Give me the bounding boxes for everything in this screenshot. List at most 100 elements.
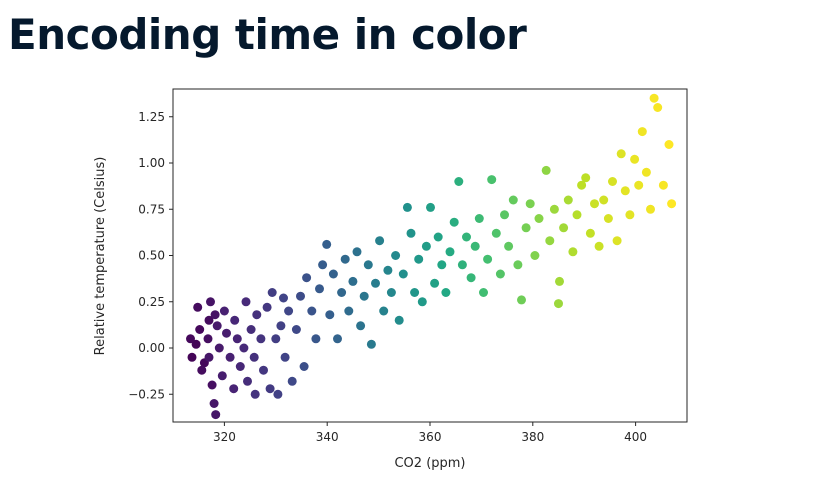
y-tick-label: 1.00 — [138, 156, 165, 170]
scatter-point — [658, 180, 668, 190]
scatter-point — [603, 214, 613, 223]
scatter-point — [307, 306, 317, 316]
scatter-point — [646, 204, 655, 214]
scatter-point — [500, 210, 509, 220]
x-axis: 320 340 360 380 400 — [213, 422, 647, 444]
scatter-point — [356, 321, 366, 331]
scatter-point — [445, 247, 455, 257]
scatter-point — [410, 288, 420, 297]
scatter-point — [217, 371, 227, 381]
plot-area — [172, 88, 688, 423]
scatter-point — [195, 325, 205, 334]
scatter-point — [271, 334, 281, 344]
scatter-point — [525, 199, 535, 209]
scatter-point — [474, 214, 484, 223]
scatter-point — [203, 334, 213, 344]
scatter-point — [449, 217, 459, 227]
scatter-point — [572, 210, 582, 220]
y-tick-label: 1.25 — [138, 110, 165, 124]
scatter-point — [279, 293, 288, 303]
scatter-point — [379, 306, 389, 316]
scatter-point — [363, 260, 373, 270]
x-tick-label: 400 — [624, 430, 647, 444]
scatter-point — [222, 328, 231, 338]
scatter-point — [637, 127, 647, 137]
scatter-point — [398, 269, 408, 279]
slide-title: Encoding time in color — [8, 10, 527, 59]
scatter-point — [470, 241, 480, 251]
scatter-point — [371, 278, 380, 288]
scatter-point — [322, 239, 332, 249]
scatter-point — [187, 352, 197, 362]
scatter-point — [454, 177, 464, 186]
scatter-point — [359, 291, 369, 301]
scatter-point — [318, 260, 328, 270]
scatter-point — [441, 288, 451, 297]
scatter-point — [504, 241, 514, 251]
scatter-point — [252, 310, 262, 320]
scatter-point — [219, 306, 229, 316]
scatter-point — [276, 321, 286, 331]
scatter-point — [457, 260, 467, 270]
scatter-point — [653, 103, 663, 112]
scatter-point — [302, 273, 312, 283]
plot-frame — [172, 88, 688, 423]
scatter-point — [530, 251, 540, 260]
scatter-point — [664, 140, 674, 149]
scatter-point — [426, 202, 435, 212]
scatter-point — [641, 167, 651, 177]
scatter-point — [232, 334, 242, 344]
y-tick-label: −0.25 — [128, 387, 165, 401]
scatter-point — [206, 297, 215, 307]
scatter-point — [250, 389, 260, 399]
scatter-points — [186, 93, 677, 420]
scatter-point — [337, 288, 347, 297]
scatter-point — [299, 362, 309, 371]
scatter-point — [462, 232, 471, 242]
scatter-point — [265, 384, 275, 394]
scatter-point — [259, 365, 268, 375]
scatter-point — [186, 334, 195, 344]
y-tick-label: 0.50 — [138, 249, 165, 263]
y-axis: −0.25 0.00 0.25 0.50 0.75 1.00 1.25 — [128, 110, 173, 401]
scatter-point — [495, 269, 505, 279]
scatter-point — [197, 365, 207, 375]
x-tick-label: 320 — [213, 430, 236, 444]
scatter-point — [296, 291, 305, 301]
scatter-point — [625, 210, 635, 220]
scatter-point — [267, 288, 277, 297]
scatter-point — [230, 315, 240, 325]
scatter-point — [563, 195, 573, 205]
x-tick-label: 380 — [521, 430, 544, 444]
scatter-point — [340, 254, 350, 264]
scatter-point — [241, 297, 251, 307]
scatter-point — [534, 214, 544, 223]
scatter-point — [235, 362, 245, 371]
scatter-point — [414, 254, 424, 264]
scatter-point — [417, 297, 427, 307]
scatter-point — [212, 321, 222, 331]
scatter-point — [207, 380, 217, 390]
scatter-point — [581, 173, 591, 183]
scatter-point — [229, 384, 239, 394]
scatter-point — [559, 223, 569, 233]
scatter-point — [273, 389, 283, 399]
y-tick-label: 0.25 — [138, 295, 165, 309]
scatter-point — [608, 177, 617, 186]
scatter-point — [667, 199, 677, 209]
x-tick-label: 360 — [419, 430, 442, 444]
x-axis-label: CO2 (ppm) — [394, 456, 465, 471]
scatter-point — [437, 260, 447, 270]
scatter-point — [513, 260, 523, 270]
scatter-point — [291, 325, 301, 334]
scatter-point — [214, 343, 224, 353]
scatter-point — [487, 175, 497, 185]
scatter-point — [590, 199, 599, 209]
scatter-point — [634, 180, 644, 190]
scatter-point — [541, 165, 551, 175]
scatter-point — [315, 284, 324, 294]
scatter-point — [630, 154, 640, 164]
scatter-point — [204, 315, 214, 325]
scatter-point — [352, 247, 362, 257]
